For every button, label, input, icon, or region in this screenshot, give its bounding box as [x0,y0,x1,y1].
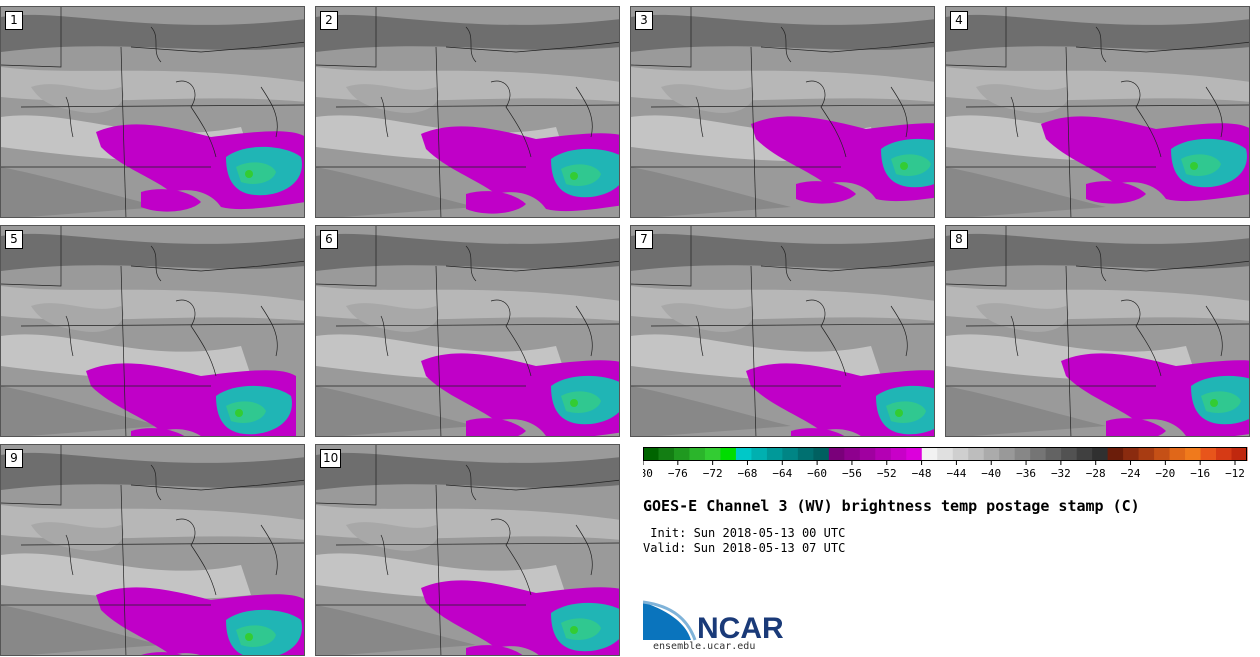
colorbar-segment [673,447,690,461]
colorbar-tick-label: −76 [668,467,688,480]
colorbar-segment [937,447,954,461]
colorbar-segment [1030,447,1047,461]
colorbar-tick-label: −48 [912,467,932,480]
colorbar-segment [1076,447,1093,461]
colorbar-segment [782,447,799,461]
map-panel: 1 [0,6,305,218]
colorbar-segment [689,447,706,461]
panel-label: 10 [320,449,342,468]
map-panel: 3 [630,6,935,218]
colorbar-segment [859,447,876,461]
colorbar-segment [968,447,985,461]
colorbar-segment [1169,447,1186,461]
colorbar-segment [875,447,892,461]
colorbar-segment [1045,447,1062,461]
colorbar-segment [844,447,861,461]
colorbar-segment [1123,447,1140,461]
colorbar-segment [813,447,830,461]
colorbar-segment [952,447,969,461]
colorbar-tick-label: −40 [981,467,1001,480]
map-panel: 4 [945,6,1250,218]
colorbar-tick-label: −68 [738,467,758,480]
panel-label: 5 [5,230,23,249]
colorbar-segment [1200,447,1217,461]
colorbar-tick-label: −52 [877,467,897,480]
colorbar-segment [1185,447,1202,461]
colorbar-segment [766,447,783,461]
colorbar-segment [828,447,845,461]
colorbar-segment [643,447,659,461]
colorbar-segment [704,447,721,461]
colorbar-segment [906,447,923,461]
colorbar-tick-label: −60 [807,467,827,480]
colorbar-tick-label: −72 [703,467,723,480]
map-panel: 8 [945,225,1250,437]
map-panel: 6 [315,225,620,437]
colorbar-tick-label: −44 [946,467,966,480]
panel-label: 1 [5,11,23,30]
colorbar-segment [751,447,768,461]
colorbar-segment [1014,447,1031,461]
colorbar-segment [1231,447,1248,461]
colorbar-segment [1092,447,1109,461]
map-panel: 10 [315,444,620,656]
colorbar-tick-label: −56 [842,467,862,480]
colorbar-segment [1154,447,1171,461]
init-time: Init: Sun 2018-05-13 00 UTC [643,526,846,540]
colorbar-tick-label: −32 [1051,467,1071,480]
panel-label: 6 [320,230,338,249]
colorbar-tick-label: −24 [1121,467,1141,480]
colorbar-segment [983,447,1000,461]
colorbar-segment [735,447,752,461]
colorbar-segment [1138,447,1155,461]
colorbar-tick-label: −20 [1155,467,1175,480]
colorbar: −80 −76 −72 −68 −64 −60 −56 −52 −48 −44 −40 −36 −32 −… [643,447,1248,480]
panel-label: 4 [950,11,968,30]
svg-text:NCAR: NCAR [697,612,784,642]
map-panel: 5 [0,225,305,437]
url-text: ensemble.ucar.edu [653,641,756,652]
map-panel: 2 [315,6,620,218]
colorbar-segment [999,447,1016,461]
colorbar-tick-label: −28 [1086,467,1106,480]
colorbar-segment [658,447,675,461]
map-panel: 9 [0,444,305,656]
colorbar-tick-label: −80 [643,467,653,480]
colorbar-tick-label: −64 [772,467,792,480]
colorbar-segment [890,447,907,461]
colorbar-segment [797,447,814,461]
colorbar-segment [1216,447,1233,461]
colorbar-tick-label: −36 [1016,467,1036,480]
colorbar-segment [1061,447,1078,461]
map-panel: 7 [630,225,935,437]
panel-label: 8 [950,230,968,249]
panel-label: 7 [635,230,653,249]
colorbar-tick-label: −16 [1190,467,1210,480]
figure-title: GOES-E Channel 3 (WV) brightness temp po… [643,497,1140,515]
panel-label: 3 [635,11,653,30]
valid-time: Valid: Sun 2018-05-13 07 UTC [643,541,846,555]
colorbar-tick-label: −12 [1225,467,1245,480]
colorbar-segment [921,447,938,461]
colorbar-segment [720,447,737,461]
ncar-logo: NCAR [643,600,784,642]
panel-label: 9 [5,449,23,468]
colorbar-segment [1107,447,1124,461]
panel-label: 2 [320,11,338,30]
